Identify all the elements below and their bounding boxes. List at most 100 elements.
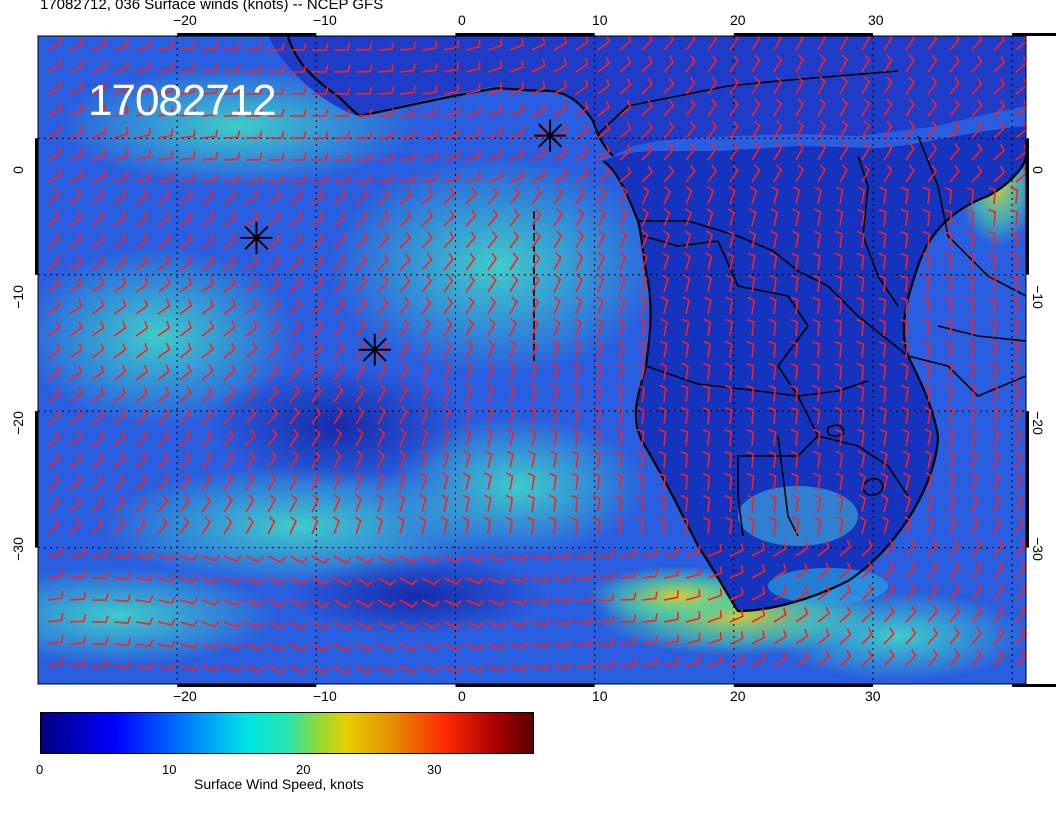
wind-barb [399, 85, 416, 95]
wind-barb [135, 408, 148, 425]
wind-barb [707, 76, 718, 95]
storm-3-marker[interactable] [358, 333, 391, 366]
wind-barb [790, 362, 799, 381]
wind-barb [531, 146, 546, 161]
wind-barb [572, 384, 581, 403]
wind-barb [575, 572, 594, 581]
wind-barb [91, 517, 103, 535]
wind-barb [836, 494, 844, 513]
wind-barb [791, 472, 799, 491]
wind-barb [747, 318, 755, 337]
wind-barb [69, 658, 87, 667]
wind-barb [946, 406, 954, 425]
wind-barb [179, 575, 198, 583]
wind-barb [861, 164, 871, 183]
wind-barb [509, 641, 528, 650]
wind-barb [993, 165, 1006, 183]
wind-map[interactable] [38, 36, 1026, 684]
wind-barb [157, 188, 171, 205]
wind-barb [443, 643, 462, 651]
wind-barb [773, 585, 787, 601]
wind-barb [377, 64, 395, 73]
wind-barb [69, 299, 83, 315]
wind-barb [69, 321, 83, 337]
wind-barb [791, 274, 799, 293]
wind-barb [421, 231, 433, 249]
storm-1-marker[interactable] [534, 119, 567, 152]
wind-barb [1015, 583, 1026, 601]
wind-barb [817, 584, 830, 601]
wind-barb [1015, 144, 1026, 161]
wind-barb [245, 621, 264, 629]
wind-barb [91, 365, 105, 381]
wind-barb [724, 428, 733, 447]
wind-barb [465, 599, 484, 607]
wind-barb [487, 60, 503, 73]
wind-barb [527, 472, 536, 491]
wind-barb [377, 599, 396, 608]
wind-barb [113, 364, 127, 381]
wind-barb [355, 406, 365, 425]
wind-barb [179, 320, 193, 337]
wind-barb [707, 142, 718, 161]
wind-barb [681, 362, 689, 381]
wind-barb [157, 574, 176, 583]
wind-barb [201, 298, 215, 315]
wind-barb [443, 274, 454, 293]
wind-barb [531, 186, 542, 205]
map-frame[interactable]: 17082712 [38, 36, 1026, 684]
wind-barb [702, 494, 711, 513]
wind-barb [861, 583, 873, 601]
wind-barb [377, 621, 396, 630]
wind-barb [812, 450, 821, 469]
wind-barb [949, 99, 960, 117]
wind-barb [157, 473, 169, 491]
colorbar [40, 712, 534, 754]
wind-barb [135, 364, 149, 381]
wind-barb [901, 406, 910, 425]
wind-barb [47, 232, 60, 249]
wind-barb [465, 384, 473, 403]
wind-barb [462, 494, 470, 513]
wind-barb [751, 76, 761, 95]
wind-barb [971, 55, 983, 73]
wind-barb [641, 635, 658, 645]
wind-barb [814, 186, 822, 205]
wind-barb [685, 98, 696, 117]
wind-barb [1012, 340, 1020, 359]
wind-barb [135, 661, 154, 670]
datetime-stamp: 17082712 [88, 76, 277, 125]
wind-barb [267, 428, 278, 447]
wind-barb [465, 318, 475, 337]
wind-barb [487, 620, 506, 628]
wind-barb [179, 255, 193, 271]
wind-barb [949, 121, 960, 139]
wind-barb [971, 36, 983, 51]
wind-barb [421, 296, 432, 315]
wind-barb [267, 152, 285, 161]
wind-barb [179, 189, 193, 205]
wind-barb [790, 318, 799, 337]
wind-barb [597, 252, 605, 271]
wind-barb [267, 254, 281, 271]
wind-barb [663, 121, 675, 139]
wind-barb [945, 340, 953, 359]
wind-barb [746, 472, 755, 491]
wind-barb [421, 384, 430, 403]
wind-barb [1015, 494, 1024, 513]
wind-barb [529, 406, 537, 425]
wind-barb [773, 36, 783, 51]
wind-barb [702, 450, 711, 469]
wind-barb [135, 255, 149, 271]
wind-barb [333, 555, 352, 565]
wind-barb [465, 39, 481, 51]
wind-barb [751, 54, 761, 73]
wind-barb [289, 494, 298, 513]
wind-barb [531, 596, 550, 605]
wind-barb [729, 120, 739, 139]
wind-barb [421, 643, 440, 652]
storm-2-marker[interactable] [240, 221, 273, 254]
wind-barb [724, 516, 733, 535]
wind-barb [773, 563, 787, 579]
wind-barb [639, 296, 647, 315]
